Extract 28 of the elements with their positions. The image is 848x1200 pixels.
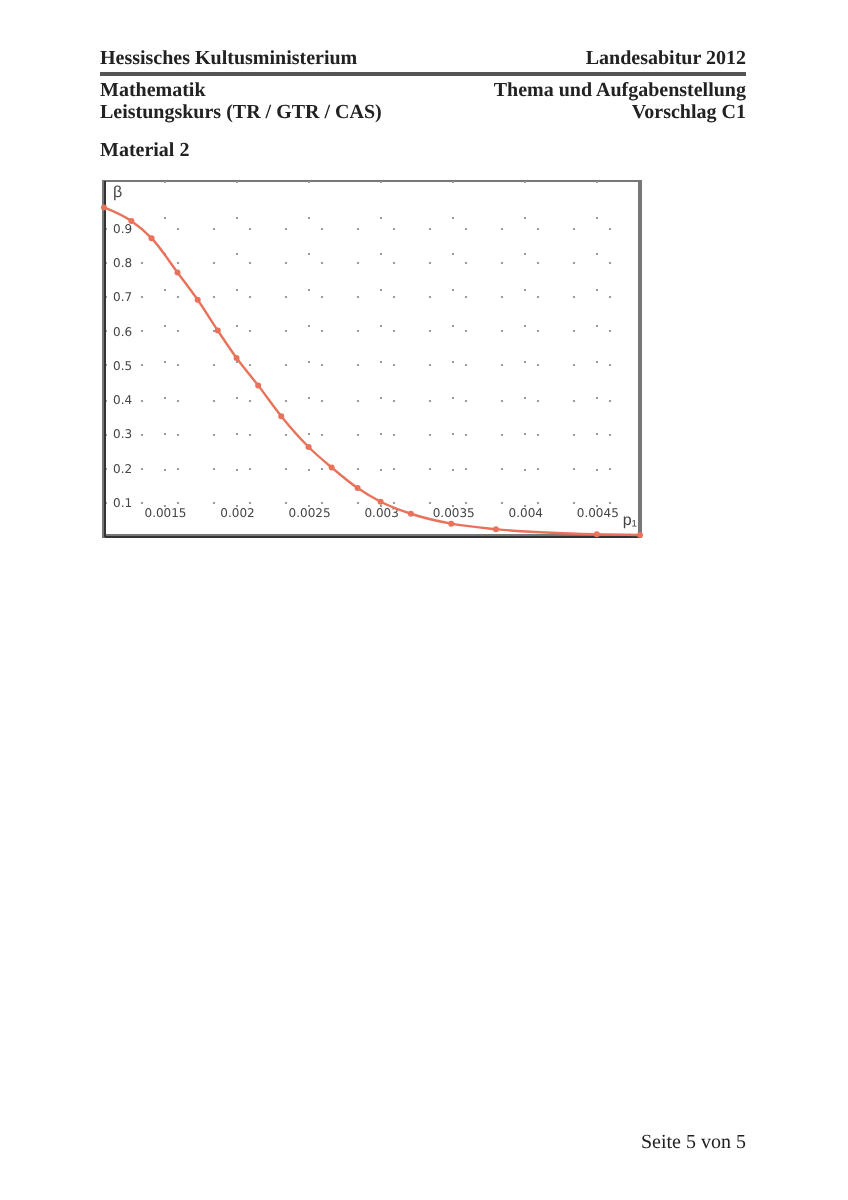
- point: [448, 520, 455, 527]
- y-axis-title: β: [113, 183, 123, 201]
- point: [194, 296, 201, 303]
- point: [128, 218, 135, 225]
- text: Leistungskurs (TR / GTR / CAS): [100, 102, 382, 124]
- point: [328, 464, 335, 471]
- point: [278, 413, 285, 420]
- point: [377, 498, 384, 505]
- point: [492, 526, 499, 533]
- point: [101, 204, 107, 211]
- point: [407, 510, 414, 517]
- text: Thema und Aufgabenstellung: [493, 80, 746, 102]
- chart-title: Material 2: [100, 140, 190, 162]
- point: [354, 485, 361, 492]
- point: [233, 355, 240, 361]
- text: Landesabitur 2012: [585, 48, 746, 70]
- point: [305, 444, 312, 450]
- point: [214, 327, 221, 334]
- point: [148, 235, 155, 242]
- text: Hessisches Kultusministerium: [100, 48, 358, 70]
- point: [637, 531, 643, 538]
- point: [593, 531, 600, 538]
- text: Mathematik: [100, 80, 206, 102]
- point: [255, 382, 262, 389]
- text: Vorschlag C1: [631, 102, 746, 124]
- point: [174, 269, 181, 276]
- text: Seite 5 von 5: [641, 1132, 746, 1154]
- x-axis-title: p₁: [622, 511, 638, 529]
